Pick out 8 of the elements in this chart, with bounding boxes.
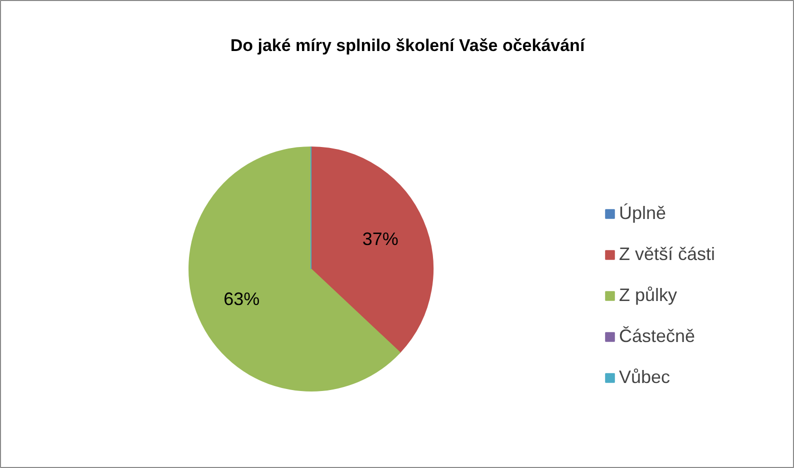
legend-label: Z půlky	[619, 285, 678, 306]
data-label: 37%	[362, 228, 398, 249]
legend-label: Úplně	[619, 203, 666, 224]
legend-label: Částečně	[619, 326, 696, 347]
chart-title: Do jaké míry splnilo školení Vaše očekávání	[230, 36, 586, 55]
data-label: 63%	[224, 289, 260, 310]
legend-label: Z větší části	[619, 244, 716, 265]
legend-label: Vůbec	[619, 367, 670, 388]
